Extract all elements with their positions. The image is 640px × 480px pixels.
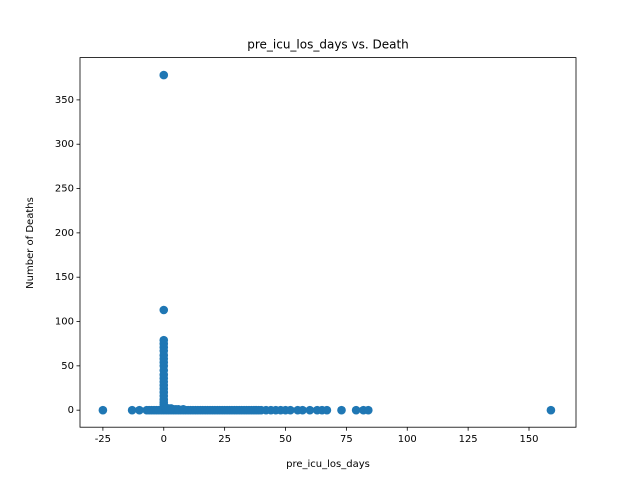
point xyxy=(135,405,144,415)
y-tick-label: 0 xyxy=(68,405,74,416)
point xyxy=(305,405,315,415)
point xyxy=(322,405,332,415)
point xyxy=(98,405,108,415)
point xyxy=(337,405,346,415)
point xyxy=(363,405,373,415)
x-tick-label: 75 xyxy=(340,434,353,445)
point xyxy=(159,70,169,80)
x-tick-label: -25 xyxy=(95,434,111,445)
y-tick-label: 50 xyxy=(61,361,74,372)
x-tick-label: 50 xyxy=(279,434,292,445)
y-tick-label: 250 xyxy=(55,184,74,195)
point xyxy=(351,405,361,415)
y-tick-label: 350 xyxy=(55,95,74,106)
point xyxy=(298,405,307,415)
axes-frame xyxy=(79,57,577,428)
point xyxy=(546,405,556,415)
y-axis-label: Number of Deaths xyxy=(25,197,36,289)
point xyxy=(166,404,176,413)
y-tick-label: 300 xyxy=(55,139,74,150)
x-tick-label: 100 xyxy=(398,434,417,445)
point xyxy=(159,305,169,315)
plot-area xyxy=(98,70,556,415)
chart-title: pre_icu_los_days vs. Death xyxy=(247,38,409,52)
x-tick-label: 125 xyxy=(459,434,478,445)
point xyxy=(286,405,295,415)
x-tick-label: 0 xyxy=(161,434,167,445)
y-tick-label: 200 xyxy=(55,228,74,239)
point xyxy=(178,404,188,414)
y-tick-label: 100 xyxy=(55,317,74,328)
x-tick-label: 25 xyxy=(218,434,231,445)
point xyxy=(127,405,137,415)
y-tick-label: 150 xyxy=(55,272,74,283)
x-tick-label: 150 xyxy=(519,434,538,445)
x-axis-label: pre_icu_los_days xyxy=(286,459,370,470)
